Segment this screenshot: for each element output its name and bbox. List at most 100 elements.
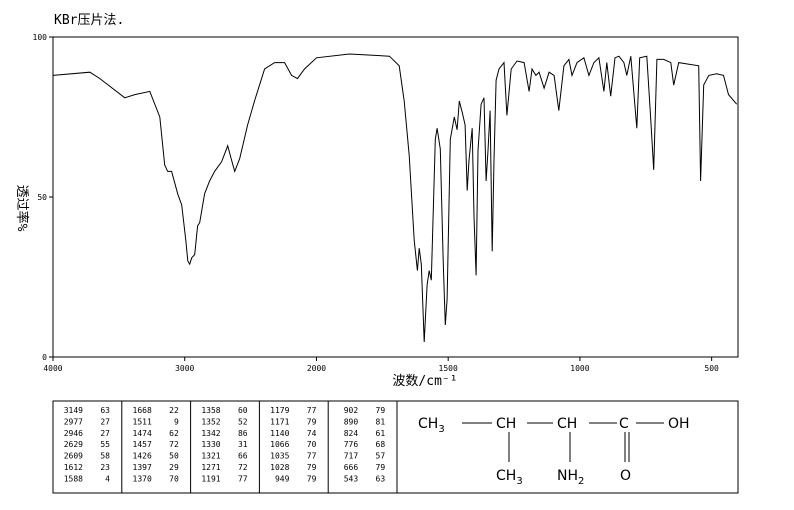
peak-wavenumber: 1474 [133, 429, 152, 438]
peak-wavenumber: 666 [344, 463, 359, 472]
y-axis-label: 透过率% [14, 185, 30, 232]
peak-wavenumber: 1342 [201, 429, 220, 438]
y-tick-label: 50 [37, 193, 47, 202]
atom-label: CH [557, 416, 577, 432]
peak-wavenumber: 2609 [64, 452, 83, 461]
spectrum-line [52, 53, 738, 343]
peak-transmittance: 86 [238, 429, 248, 438]
peak-wavenumber: 1140 [270, 429, 289, 438]
atom-label: C [619, 416, 629, 432]
peak-transmittance: 31 [238, 440, 248, 449]
peak-wavenumber: 1668 [133, 406, 152, 415]
peak-transmittance: 57 [376, 452, 386, 461]
peak-transmittance: 9 [174, 417, 179, 426]
peak-wavenumber: 1066 [270, 440, 289, 449]
peak-transmittance: 50 [169, 452, 179, 461]
atom-label: CH [496, 416, 516, 432]
peak-wavenumber: 1028 [270, 463, 289, 472]
peak-wavenumber: 824 [344, 429, 359, 438]
peak-transmittance: 27 [100, 417, 110, 426]
peak-wavenumber: 902 [344, 406, 359, 415]
atom-label: OH [668, 416, 690, 432]
chart-title: KBr压片法. [54, 13, 124, 28]
atom-label: CH3 [496, 468, 523, 487]
atom-text: OH [668, 416, 690, 432]
peak-wavenumber: 1179 [270, 406, 289, 415]
peak-wavenumber: 2977 [64, 417, 83, 426]
peak-transmittance: 79 [376, 406, 386, 415]
peak-transmittance: 4 [105, 474, 110, 483]
atom-text: CH [418, 416, 438, 432]
peak-transmittance: 79 [307, 474, 317, 483]
peak-transmittance: 60 [238, 406, 248, 415]
peak-wavenumber: 1271 [201, 463, 220, 472]
atom-text: NH [557, 468, 578, 484]
structure-bonds [462, 422, 664, 462]
atom-text: O [620, 468, 631, 484]
peak-wavenumber: 2629 [64, 440, 83, 449]
peak-wavenumber: 1330 [201, 440, 220, 449]
peak-wavenumber: 1321 [201, 452, 220, 461]
peak-wavenumber: 1358 [201, 406, 220, 415]
peak-transmittance: 79 [376, 463, 386, 472]
atom-label: O [620, 468, 631, 484]
peak-wavenumber: 1352 [201, 417, 220, 426]
peak-wavenumber: 1171 [270, 417, 289, 426]
x-tick-label: 4000 [43, 364, 62, 373]
peak-transmittance: 77 [238, 474, 248, 483]
peak-wavenumber: 1035 [270, 452, 289, 461]
atom-subscript: 2 [578, 476, 584, 487]
peak-transmittance: 79 [307, 463, 317, 472]
y-tick-label: 0 [42, 353, 47, 362]
peak-wavenumber: 1588 [64, 474, 83, 483]
peak-wavenumber: 776 [344, 440, 359, 449]
peak-transmittance: 62 [169, 429, 179, 438]
peak-transmittance: 61 [376, 429, 386, 438]
peak-transmittance: 52 [238, 417, 248, 426]
peak-wavenumber: 1397 [133, 463, 152, 472]
x-tick-label: 1000 [570, 364, 589, 373]
peak-wavenumber: 949 [275, 474, 290, 483]
x-tick-label: 3000 [175, 364, 194, 373]
peak-transmittance: 68 [376, 440, 386, 449]
peak-transmittance: 29 [169, 463, 179, 472]
table-frame [52, 400, 739, 494]
peak-transmittance: 77 [307, 406, 317, 415]
atom-text: CH [557, 416, 577, 432]
atom-text: C [619, 416, 629, 432]
peak-transmittance: 74 [307, 429, 317, 438]
atom-label: CH3 [418, 416, 445, 435]
x-tick-label: 500 [704, 364, 719, 373]
peak-wavenumber: 2946 [64, 429, 83, 438]
atom-label: NH2 [557, 468, 584, 487]
peak-wavenumber: 1426 [133, 452, 152, 461]
peak-transmittance: 79 [307, 417, 317, 426]
peak-transmittance: 27 [100, 429, 110, 438]
x-tick-label: 1500 [439, 364, 458, 373]
peak-transmittance: 70 [307, 440, 317, 449]
plot-frame [52, 36, 739, 358]
peak-wavenumber: 1612 [64, 463, 83, 472]
peak-wavenumber: 543 [344, 474, 359, 483]
x-axis-label: 波数/cm⁻¹ [392, 374, 457, 389]
peak-transmittance: 55 [100, 440, 110, 449]
peak-transmittance: 72 [169, 440, 179, 449]
atom-text: CH [496, 468, 516, 484]
peak-transmittance: 63 [100, 406, 110, 415]
peak-transmittance: 22 [169, 406, 179, 415]
peak-wavenumber: 1457 [133, 440, 152, 449]
peak-transmittance: 66 [238, 452, 248, 461]
peak-transmittance: 63 [376, 474, 386, 483]
peak-wavenumber: 1511 [133, 417, 152, 426]
peak-transmittance: 70 [169, 474, 179, 483]
peak-transmittance: 58 [100, 452, 110, 461]
peak-transmittance: 81 [376, 417, 386, 426]
peak-wavenumber: 890 [344, 417, 359, 426]
x-tick-label: 2000 [307, 364, 326, 373]
peak-transmittance: 77 [307, 452, 317, 461]
peak-transmittance: 72 [238, 463, 248, 472]
peak-wavenumber: 717 [344, 452, 359, 461]
atom-subscript: 3 [516, 476, 522, 487]
